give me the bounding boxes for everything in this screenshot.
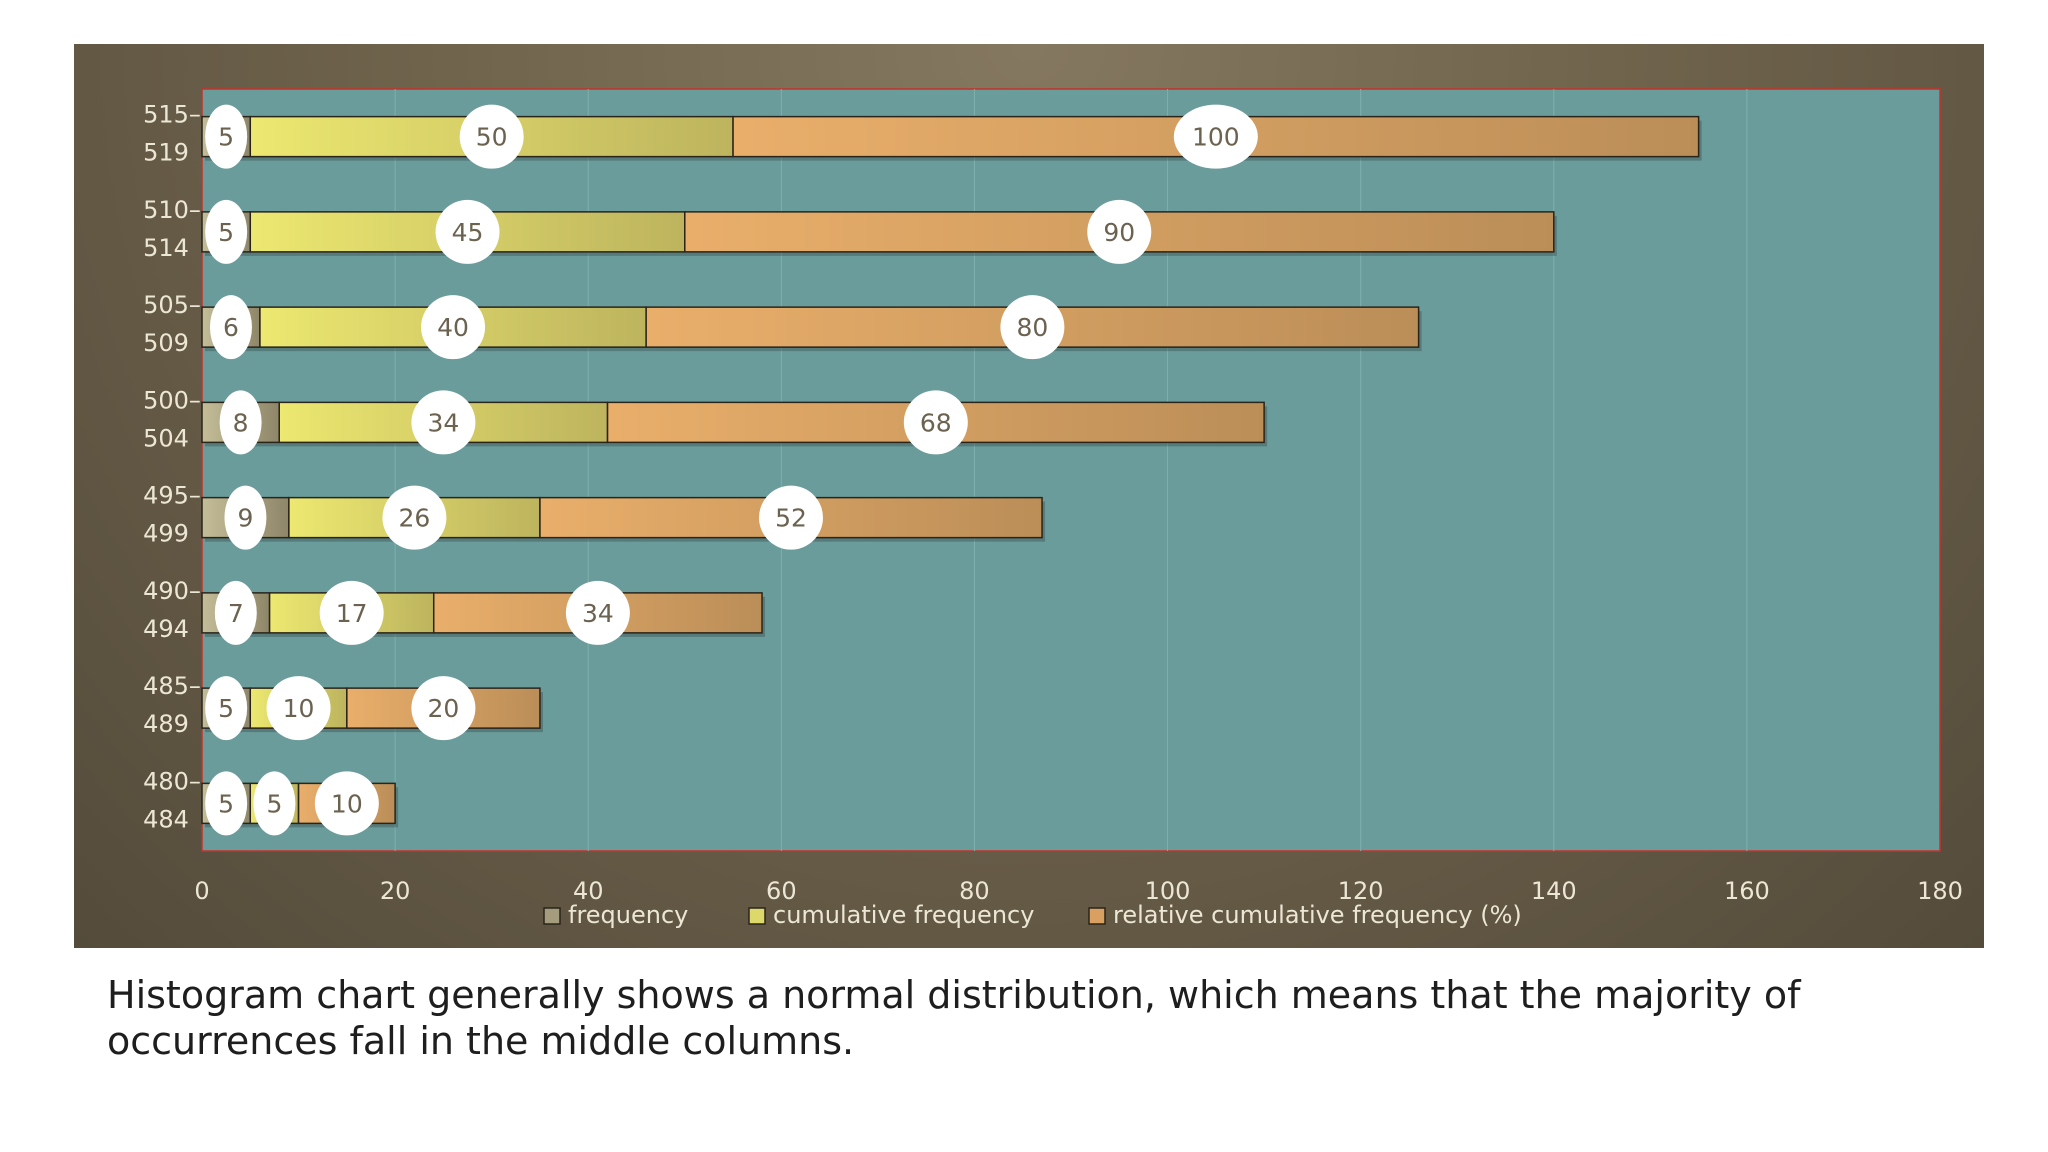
data-label-bubble bbox=[411, 676, 476, 741]
data-label-bubble bbox=[459, 104, 524, 169]
data-label-bubble bbox=[205, 199, 248, 264]
histogram-chart: 5 5 10 5 10 20 7 17 34 9 26 52 8 34 68 6 40 80 5 45 90 5 50 100… bbox=[143, 88, 1963, 929]
y-category-label: 495– 499 bbox=[143, 482, 201, 548]
data-label: 5 bbox=[266, 789, 282, 818]
y-category-label: 480– 484 bbox=[143, 767, 201, 833]
data-label: 50 bbox=[476, 123, 508, 152]
data-label: 80 bbox=[1016, 313, 1048, 342]
data-label-bubble bbox=[314, 771, 379, 836]
x-tick-label: 160 bbox=[1724, 877, 1770, 905]
legend-swatch bbox=[1088, 907, 1106, 925]
x-tick-label: 100 bbox=[1145, 877, 1191, 905]
data-label-bubble bbox=[219, 390, 262, 455]
data-label: 52 bbox=[775, 504, 807, 533]
chart-caption: Histogram chart generally shows a normal… bbox=[107, 973, 1801, 1063]
y-category-label: 500– 504 bbox=[143, 386, 201, 452]
x-tick-label: 180 bbox=[1917, 877, 1963, 905]
x-tick-label: 60 bbox=[766, 877, 797, 905]
data-label-bubble bbox=[205, 771, 248, 836]
data-label: 10 bbox=[331, 789, 363, 818]
legend-label: cumulative frequency bbox=[773, 901, 1034, 929]
x-tick-label: 80 bbox=[959, 877, 990, 905]
y-category-label: 505– 509 bbox=[143, 291, 201, 357]
data-label: 34 bbox=[582, 599, 614, 628]
data-label: 20 bbox=[427, 694, 459, 723]
data-label: 40 bbox=[437, 313, 469, 342]
data-label-bubble bbox=[214, 580, 257, 645]
data-label-bubble bbox=[205, 104, 248, 169]
data-label: 90 bbox=[1103, 218, 1135, 247]
data-label-bubble bbox=[1173, 104, 1258, 169]
data-label-bubble bbox=[205, 676, 248, 741]
data-label-bubble bbox=[382, 485, 447, 550]
y-category-label: 485– 489 bbox=[143, 672, 201, 738]
legend-label: frequency bbox=[568, 901, 688, 929]
data-label: 9 bbox=[237, 504, 253, 533]
data-label: 26 bbox=[399, 504, 431, 533]
data-label-bubble bbox=[421, 295, 486, 360]
data-label: 68 bbox=[920, 408, 952, 437]
data-label-bubble bbox=[224, 485, 267, 550]
x-tick-label: 120 bbox=[1338, 877, 1384, 905]
data-label: 100 bbox=[1192, 123, 1240, 152]
data-label: 6 bbox=[223, 313, 239, 342]
chart-panel: 5 5 10 5 10 20 7 17 34 9 26 52 8 34 68 6 40 80 5 45 90 5 50 100… bbox=[74, 44, 1984, 948]
data-label: 17 bbox=[336, 599, 368, 628]
data-label-bubble bbox=[435, 199, 500, 264]
data-label-bubble bbox=[1000, 295, 1065, 360]
data-label: 10 bbox=[283, 694, 315, 723]
data-label-bubble bbox=[411, 390, 476, 455]
data-label: 5 bbox=[218, 123, 234, 152]
data-label-bubble bbox=[209, 295, 252, 360]
legend-swatch bbox=[543, 907, 561, 925]
data-label-bubble bbox=[253, 771, 296, 836]
y-category-label: 490– 494 bbox=[143, 577, 201, 643]
legend-swatch bbox=[748, 907, 766, 925]
data-label-bubble bbox=[319, 580, 384, 645]
y-category-label: 510– 514 bbox=[143, 196, 201, 262]
x-tick-label: 140 bbox=[1531, 877, 1577, 905]
y-category-label: 515– 519 bbox=[143, 101, 201, 167]
data-label-bubble bbox=[266, 676, 331, 741]
data-label: 5 bbox=[218, 694, 234, 723]
x-tick-label: 20 bbox=[380, 877, 411, 905]
data-label: 34 bbox=[427, 408, 459, 437]
data-label: 5 bbox=[218, 789, 234, 818]
data-label-bubble bbox=[565, 580, 630, 645]
data-label: 45 bbox=[452, 218, 484, 247]
x-tick-label: 0 bbox=[194, 877, 209, 905]
data-label-bubble bbox=[903, 390, 968, 455]
x-tick-label: 40 bbox=[573, 877, 604, 905]
data-label: 7 bbox=[228, 599, 244, 628]
data-label-bubble bbox=[1087, 199, 1152, 264]
legend-label: relative cumulative frequency (%) bbox=[1113, 901, 1522, 929]
legend: frequency cumulative frequency relative cu… bbox=[543, 901, 1522, 929]
data-label: 5 bbox=[218, 218, 234, 247]
data-label: 8 bbox=[233, 408, 249, 437]
data-label-bubble bbox=[758, 485, 823, 550]
